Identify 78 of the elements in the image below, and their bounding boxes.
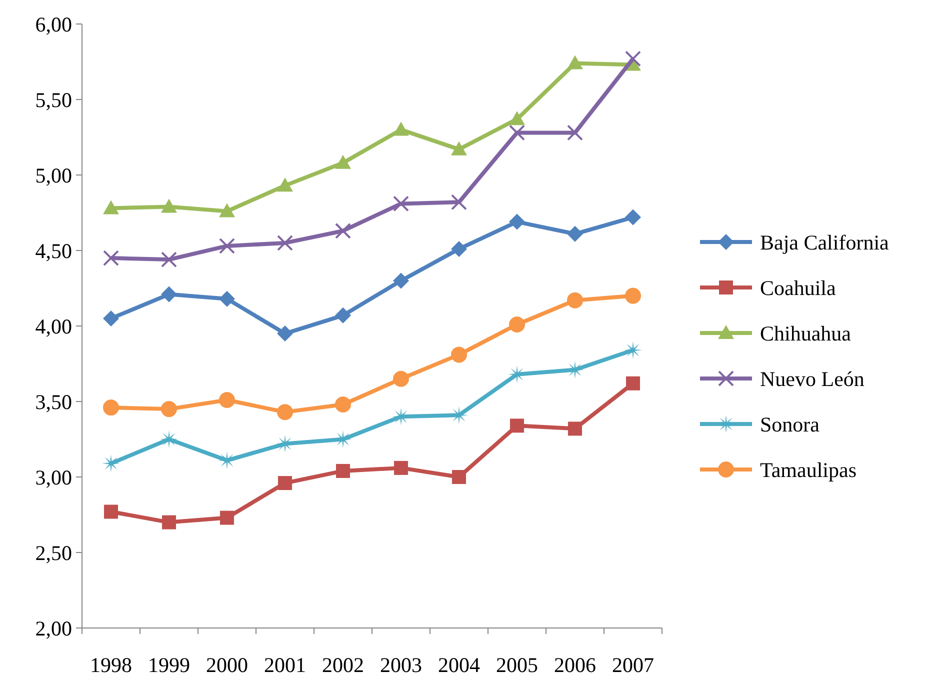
point xyxy=(451,141,467,156)
point xyxy=(567,292,583,308)
legend-label: Sonora xyxy=(760,412,820,436)
point xyxy=(104,504,118,519)
y-tick-label: 3,50 xyxy=(35,390,72,414)
point xyxy=(103,250,119,266)
point xyxy=(451,194,467,210)
y-tick-label: 5,50 xyxy=(35,88,72,112)
point xyxy=(625,50,641,67)
point xyxy=(277,234,293,251)
point xyxy=(624,341,642,360)
point xyxy=(219,203,235,218)
point xyxy=(161,252,177,268)
legend-label: Chihuahua xyxy=(760,321,852,346)
point xyxy=(103,200,119,214)
point xyxy=(277,326,293,342)
point xyxy=(568,422,582,436)
point xyxy=(160,430,178,448)
y-tick-label: 2,00 xyxy=(35,616,72,640)
point xyxy=(278,476,292,490)
point xyxy=(626,376,640,390)
x-tick-label: 2003 xyxy=(380,653,422,677)
point xyxy=(510,418,524,433)
point xyxy=(103,310,119,326)
point xyxy=(393,196,409,212)
point xyxy=(161,198,177,213)
point xyxy=(220,510,234,525)
x-tick-label: 2000 xyxy=(206,653,248,677)
y-tick-label: 4,50 xyxy=(35,238,72,263)
point xyxy=(103,400,119,416)
point xyxy=(336,464,350,478)
point xyxy=(219,238,235,254)
point xyxy=(567,226,583,242)
point xyxy=(567,55,583,70)
point xyxy=(219,290,235,307)
y-tick-label: 3,00 xyxy=(35,465,72,490)
point xyxy=(393,370,409,387)
point xyxy=(567,124,583,141)
point xyxy=(509,316,525,332)
x-tick-label: 2006 xyxy=(554,653,596,677)
x-tick-label: 2001 xyxy=(264,653,306,677)
point xyxy=(218,451,236,470)
point xyxy=(161,286,177,302)
point xyxy=(625,288,641,304)
point xyxy=(162,515,176,530)
point xyxy=(625,209,641,226)
point xyxy=(509,214,525,230)
point xyxy=(277,404,293,420)
point xyxy=(102,454,120,472)
legend-label: Coahuila xyxy=(760,276,836,300)
point xyxy=(451,346,467,363)
point xyxy=(335,307,351,324)
point xyxy=(452,470,466,484)
point xyxy=(335,396,351,413)
point xyxy=(394,460,408,475)
x-tick-label: 2007 xyxy=(612,653,654,677)
y-tick-label: 4,00 xyxy=(35,314,72,338)
x-tick-label: 1998 xyxy=(90,653,132,677)
x-tick-label: 2004 xyxy=(438,653,480,677)
point xyxy=(335,154,351,169)
y-tick-label: 5,00 xyxy=(35,163,72,188)
point xyxy=(219,392,235,408)
legend-label: Baja California xyxy=(760,230,890,254)
point xyxy=(393,122,409,136)
point xyxy=(509,111,525,126)
y-tick-label: 6,00 xyxy=(35,12,72,36)
legend-label: Nuevo León xyxy=(760,366,865,391)
y-tick-label: 2,50 xyxy=(35,540,72,565)
point xyxy=(277,178,293,192)
point xyxy=(451,240,467,257)
point xyxy=(509,124,525,141)
x-tick-label: 2005 xyxy=(496,653,538,677)
point xyxy=(335,222,351,239)
x-tick-label: 1999 xyxy=(148,653,190,677)
legend-label: Tamaulipas xyxy=(760,458,856,482)
x-tick-label: 2002 xyxy=(322,653,364,677)
point xyxy=(393,272,409,289)
point xyxy=(161,401,177,418)
